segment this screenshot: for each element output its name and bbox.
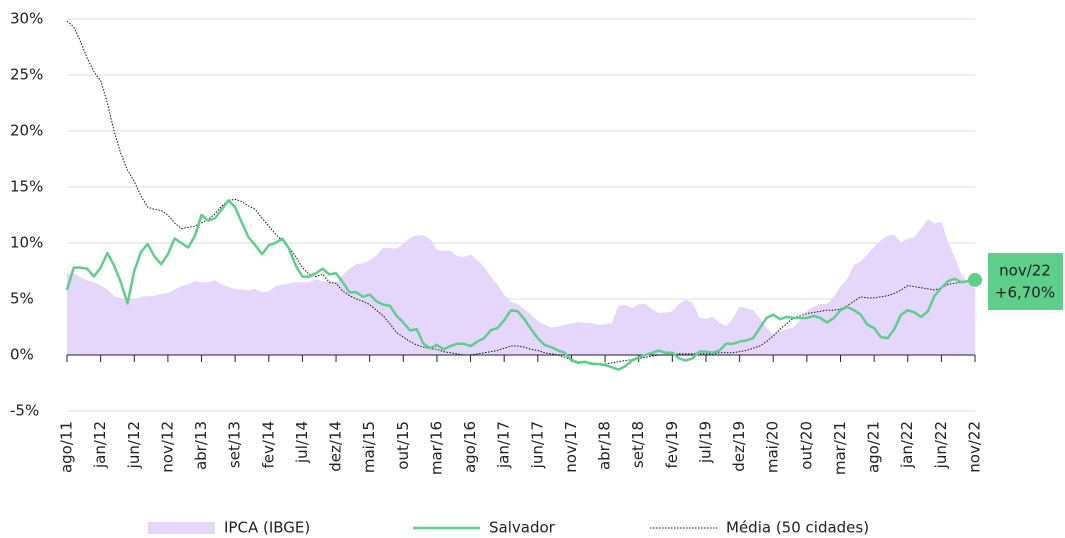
- y-tick-label: 25%: [10, 66, 43, 84]
- x-tick-label: fev/19: [663, 421, 681, 469]
- x-tick-label: dez/14: [327, 421, 345, 472]
- x-tick-label: ago/21: [865, 421, 883, 473]
- x-tick-label: out/20: [797, 421, 815, 470]
- y-tick-label: -5%: [10, 402, 39, 420]
- x-tick-label: set/13: [226, 421, 244, 468]
- x-tick-label: mai/15: [360, 421, 378, 473]
- line-series: [66, 20, 975, 365]
- x-tick-label: fev/14: [259, 421, 277, 469]
- x-tick-label: ago/16: [461, 421, 479, 473]
- x-tick-label: dez/19: [730, 421, 748, 472]
- y-tick-label: 0%: [10, 346, 34, 364]
- x-tick-label: jun/17: [528, 421, 546, 469]
- x-tick-label: mar/21: [831, 421, 849, 475]
- y-tick-label: 10%: [10, 234, 43, 252]
- x-tick-label: jul/19: [696, 421, 714, 464]
- annotation-box: [988, 253, 1063, 310]
- legend-label: Salvador: [489, 519, 556, 537]
- x-tick-label: jun/22: [932, 421, 950, 469]
- legend-swatch: [148, 522, 215, 534]
- x-tick-label: set/18: [629, 421, 647, 468]
- x-tick-label: abr/18: [596, 421, 614, 470]
- annotation-label: nov/22: [999, 262, 1051, 280]
- y-tick-label: 15%: [10, 178, 43, 196]
- x-tick-label: nov/22: [966, 421, 984, 473]
- x-tick-label: nov/12: [158, 421, 176, 473]
- line-series: [65, 199, 976, 371]
- area-series: [67, 219, 975, 355]
- annotation-text: +6,70%: [995, 284, 1055, 302]
- end-point: [968, 272, 982, 287]
- x-tick-label: jan/17: [495, 421, 513, 469]
- x-tick-label: jun/12: [125, 421, 143, 469]
- x-tick-label: ago/11: [58, 421, 76, 473]
- x-tick-label: jul/14: [293, 421, 311, 464]
- y-tick-label: 20%: [10, 122, 43, 140]
- x-tick-label: jan/22: [898, 421, 916, 469]
- x-tick-label: out/15: [394, 421, 412, 470]
- x-tick-label: nov/17: [562, 421, 580, 473]
- x-tick-label: mar/16: [427, 421, 445, 475]
- x-tick-label: jan/12: [91, 421, 109, 469]
- y-tick-label: 5%: [10, 290, 34, 308]
- legend-label: IPCA (IBGE): [224, 519, 310, 537]
- x-tick-label: mai/20: [764, 421, 782, 473]
- legend-label: Média (50 cidades): [726, 519, 869, 537]
- y-tick-label: 30%: [10, 10, 43, 28]
- x-tick-label: abr/13: [192, 421, 210, 470]
